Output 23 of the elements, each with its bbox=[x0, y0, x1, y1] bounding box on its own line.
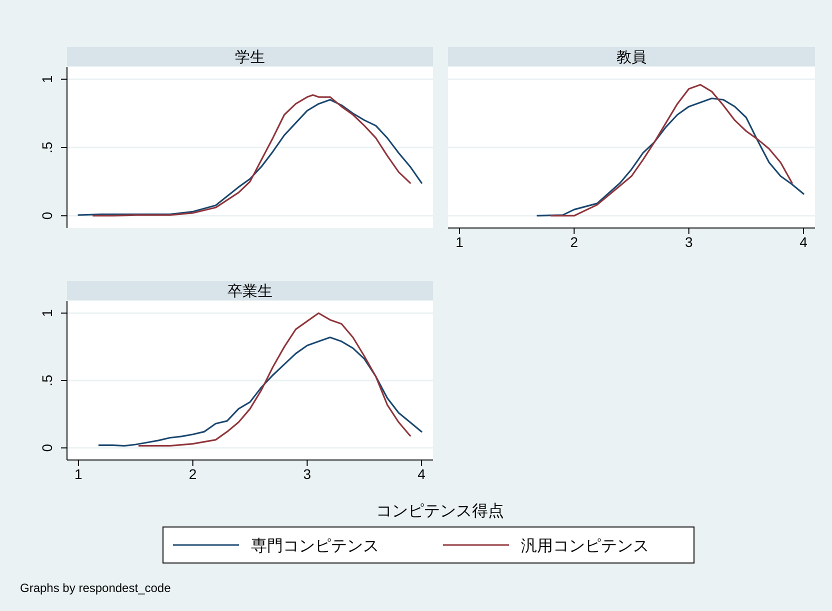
chart-title: 教員 bbox=[616, 49, 646, 66]
x-tick-label: 4 bbox=[418, 466, 426, 482]
y-tick-label: .5 bbox=[38, 141, 55, 154]
text: Graphs by respondest_code bbox=[20, 581, 172, 595]
legend-label: 専門コンピテンス bbox=[251, 537, 379, 555]
x-axis-title: コンピテンス得点 bbox=[376, 502, 504, 520]
y-tick-label: 1 bbox=[38, 75, 55, 84]
line-series bbox=[138, 312, 411, 447]
chart-title: 学生 bbox=[235, 49, 265, 66]
legend-label: 汎用コンピテンス bbox=[521, 538, 649, 555]
y-tick-label: 1 bbox=[38, 309, 55, 318]
y-tick-label: 0 bbox=[38, 212, 55, 220]
x-tick-label: 4 bbox=[800, 234, 808, 250]
x-tick-label: 1 bbox=[456, 234, 464, 250]
x-tick-label: 1 bbox=[74, 466, 83, 482]
y-tick-label: 0 bbox=[38, 444, 55, 452]
x-tick-label: 3 bbox=[303, 466, 312, 482]
x-tick-label: 2 bbox=[570, 234, 578, 250]
x-tick-label: 3 bbox=[684, 234, 693, 250]
chart-title: 卒業生 bbox=[228, 283, 272, 300]
y-tick-label: .5 bbox=[38, 374, 55, 386]
x-tick-label: 2 bbox=[188, 466, 197, 482]
line-series bbox=[98, 336, 422, 447]
